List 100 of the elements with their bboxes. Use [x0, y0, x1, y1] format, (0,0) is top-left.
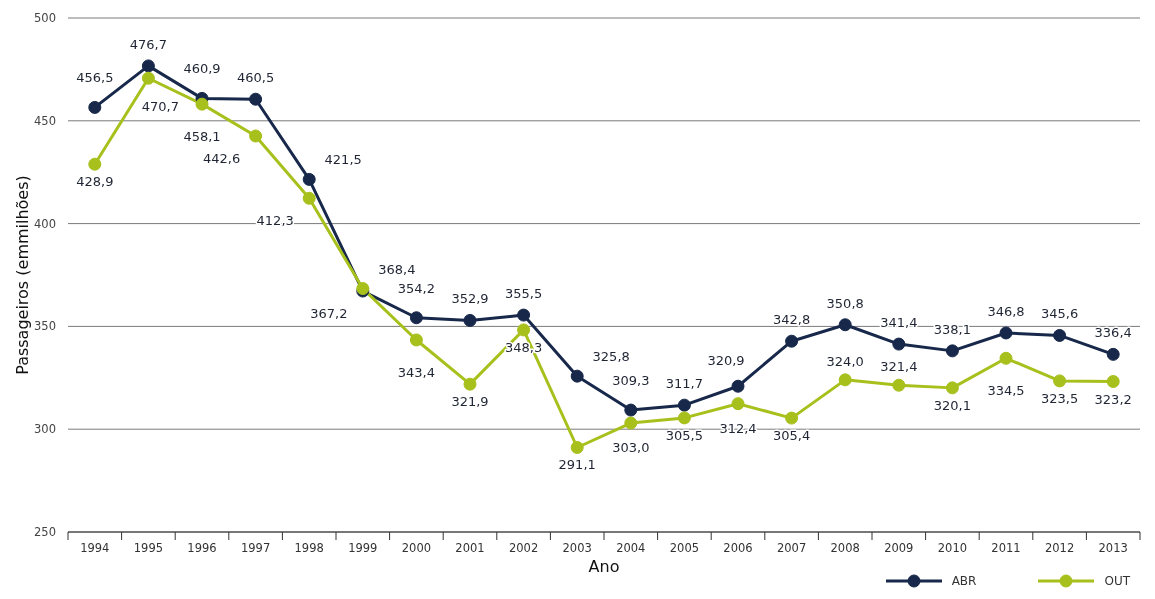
point [785, 411, 799, 425]
data-label: 342,8 [772, 312, 811, 328]
y-tick-label: 300 [34, 422, 56, 437]
data-label: 355,5 [504, 286, 543, 302]
data-label: 334,5 [987, 383, 1025, 399]
data-label: 323,5 [1040, 390, 1079, 406]
point [302, 172, 316, 186]
x-tick-label: 2011 [991, 541, 1021, 555]
point [945, 344, 959, 358]
point [1106, 375, 1120, 388]
point [517, 323, 531, 337]
data-label: 291,1 [558, 457, 596, 473]
x-tick-label: 2006 [723, 541, 753, 555]
data-label: 341,4 [880, 315, 918, 331]
point [785, 334, 799, 348]
x-tick-label: 1999 [348, 541, 378, 555]
point [892, 337, 906, 351]
x-tick-label: 1997 [240, 541, 271, 555]
point [463, 313, 477, 327]
point [1053, 328, 1067, 342]
x-tick-label: 2013 [1098, 541, 1128, 555]
data-label: 421,5 [324, 152, 362, 168]
point [999, 351, 1013, 365]
y-tick-label: 500 [34, 11, 56, 26]
point [141, 59, 155, 73]
point [302, 191, 316, 205]
point [88, 157, 102, 171]
data-label: 309,3 [612, 373, 650, 389]
data-label: 456,5 [76, 70, 114, 86]
x-tick-label: 1996 [187, 541, 217, 555]
point [945, 381, 959, 395]
x-tick-label: 2001 [455, 541, 485, 555]
point [677, 411, 691, 425]
point [570, 441, 584, 454]
data-label: 346,8 [987, 303, 1025, 319]
data-label: 303,0 [612, 440, 650, 456]
data-label: 476,7 [129, 36, 168, 52]
point [838, 318, 852, 332]
x-tick-label: 2008 [830, 541, 860, 555]
data-label: 412,3 [256, 213, 294, 229]
x-tick-label: 2007 [776, 541, 807, 555]
x-tick-label: 2002 [508, 541, 539, 555]
point [463, 377, 477, 391]
data-label: 350,8 [826, 295, 864, 311]
point [624, 403, 638, 417]
point [892, 378, 906, 392]
data-label: 323,2 [1094, 391, 1132, 407]
data-label: 367,2 [310, 306, 348, 322]
x-tick-label: 2009 [884, 541, 914, 555]
point [409, 311, 423, 325]
data-label: 321,4 [880, 359, 918, 375]
data-label: 442,6 [202, 151, 241, 167]
data-label: 470,7 [141, 99, 180, 115]
data-label: 343,4 [397, 364, 436, 380]
point [249, 92, 263, 106]
data-label: 352,9 [451, 291, 489, 307]
data-label: 321,9 [451, 394, 489, 410]
x-tick-label: 2005 [669, 541, 700, 555]
data-label: 320,9 [707, 353, 745, 369]
point [517, 308, 531, 322]
data-label: 338,1 [933, 321, 972, 337]
x-tick-label: 2003 [562, 541, 592, 555]
data-label: 324,0 [826, 353, 864, 369]
point [677, 398, 691, 412]
point [999, 326, 1013, 340]
data-label: 336,4 [1094, 325, 1132, 341]
point [731, 379, 745, 393]
point [141, 71, 155, 85]
point [88, 100, 102, 114]
x-tick-label: 2000 [401, 541, 432, 555]
x-tick-label: 2012 [1044, 541, 1075, 555]
data-label: 320,1 [933, 397, 972, 413]
data-label: 458,1 [183, 129, 221, 145]
y-tick-label: 400 [34, 216, 56, 231]
data-label: 354,2 [397, 280, 436, 296]
y-tick-label: 250 [34, 525, 56, 540]
point [249, 129, 263, 143]
point [838, 373, 852, 387]
data-label: 311,7 [665, 376, 704, 392]
legend-label: ABR [951, 574, 977, 588]
point [1053, 374, 1067, 388]
x-axis-title: Ano [588, 557, 620, 576]
data-label: 368,4 [378, 261, 416, 277]
y-tick-label: 350 [34, 319, 56, 334]
x-tick-label: 2004 [616, 541, 646, 555]
x-tick-label: 1995 [133, 541, 164, 555]
y-axis-title: Passageiros (emmilhões) [12, 175, 32, 375]
data-label: 428,9 [76, 174, 114, 190]
legend-label: OUT [1104, 574, 1130, 588]
y-tick-label: 450 [34, 113, 56, 128]
point [1106, 347, 1120, 361]
data-label: 305,5 [665, 427, 704, 443]
data-label: 460,9 [183, 61, 221, 77]
point [624, 416, 638, 430]
x-tick-label: 1994 [80, 541, 110, 555]
point [570, 369, 584, 383]
data-label: 305,4 [772, 428, 811, 444]
point [195, 97, 209, 111]
data-label: 345,6 [1040, 306, 1079, 322]
x-tick-label: 1998 [294, 541, 324, 555]
